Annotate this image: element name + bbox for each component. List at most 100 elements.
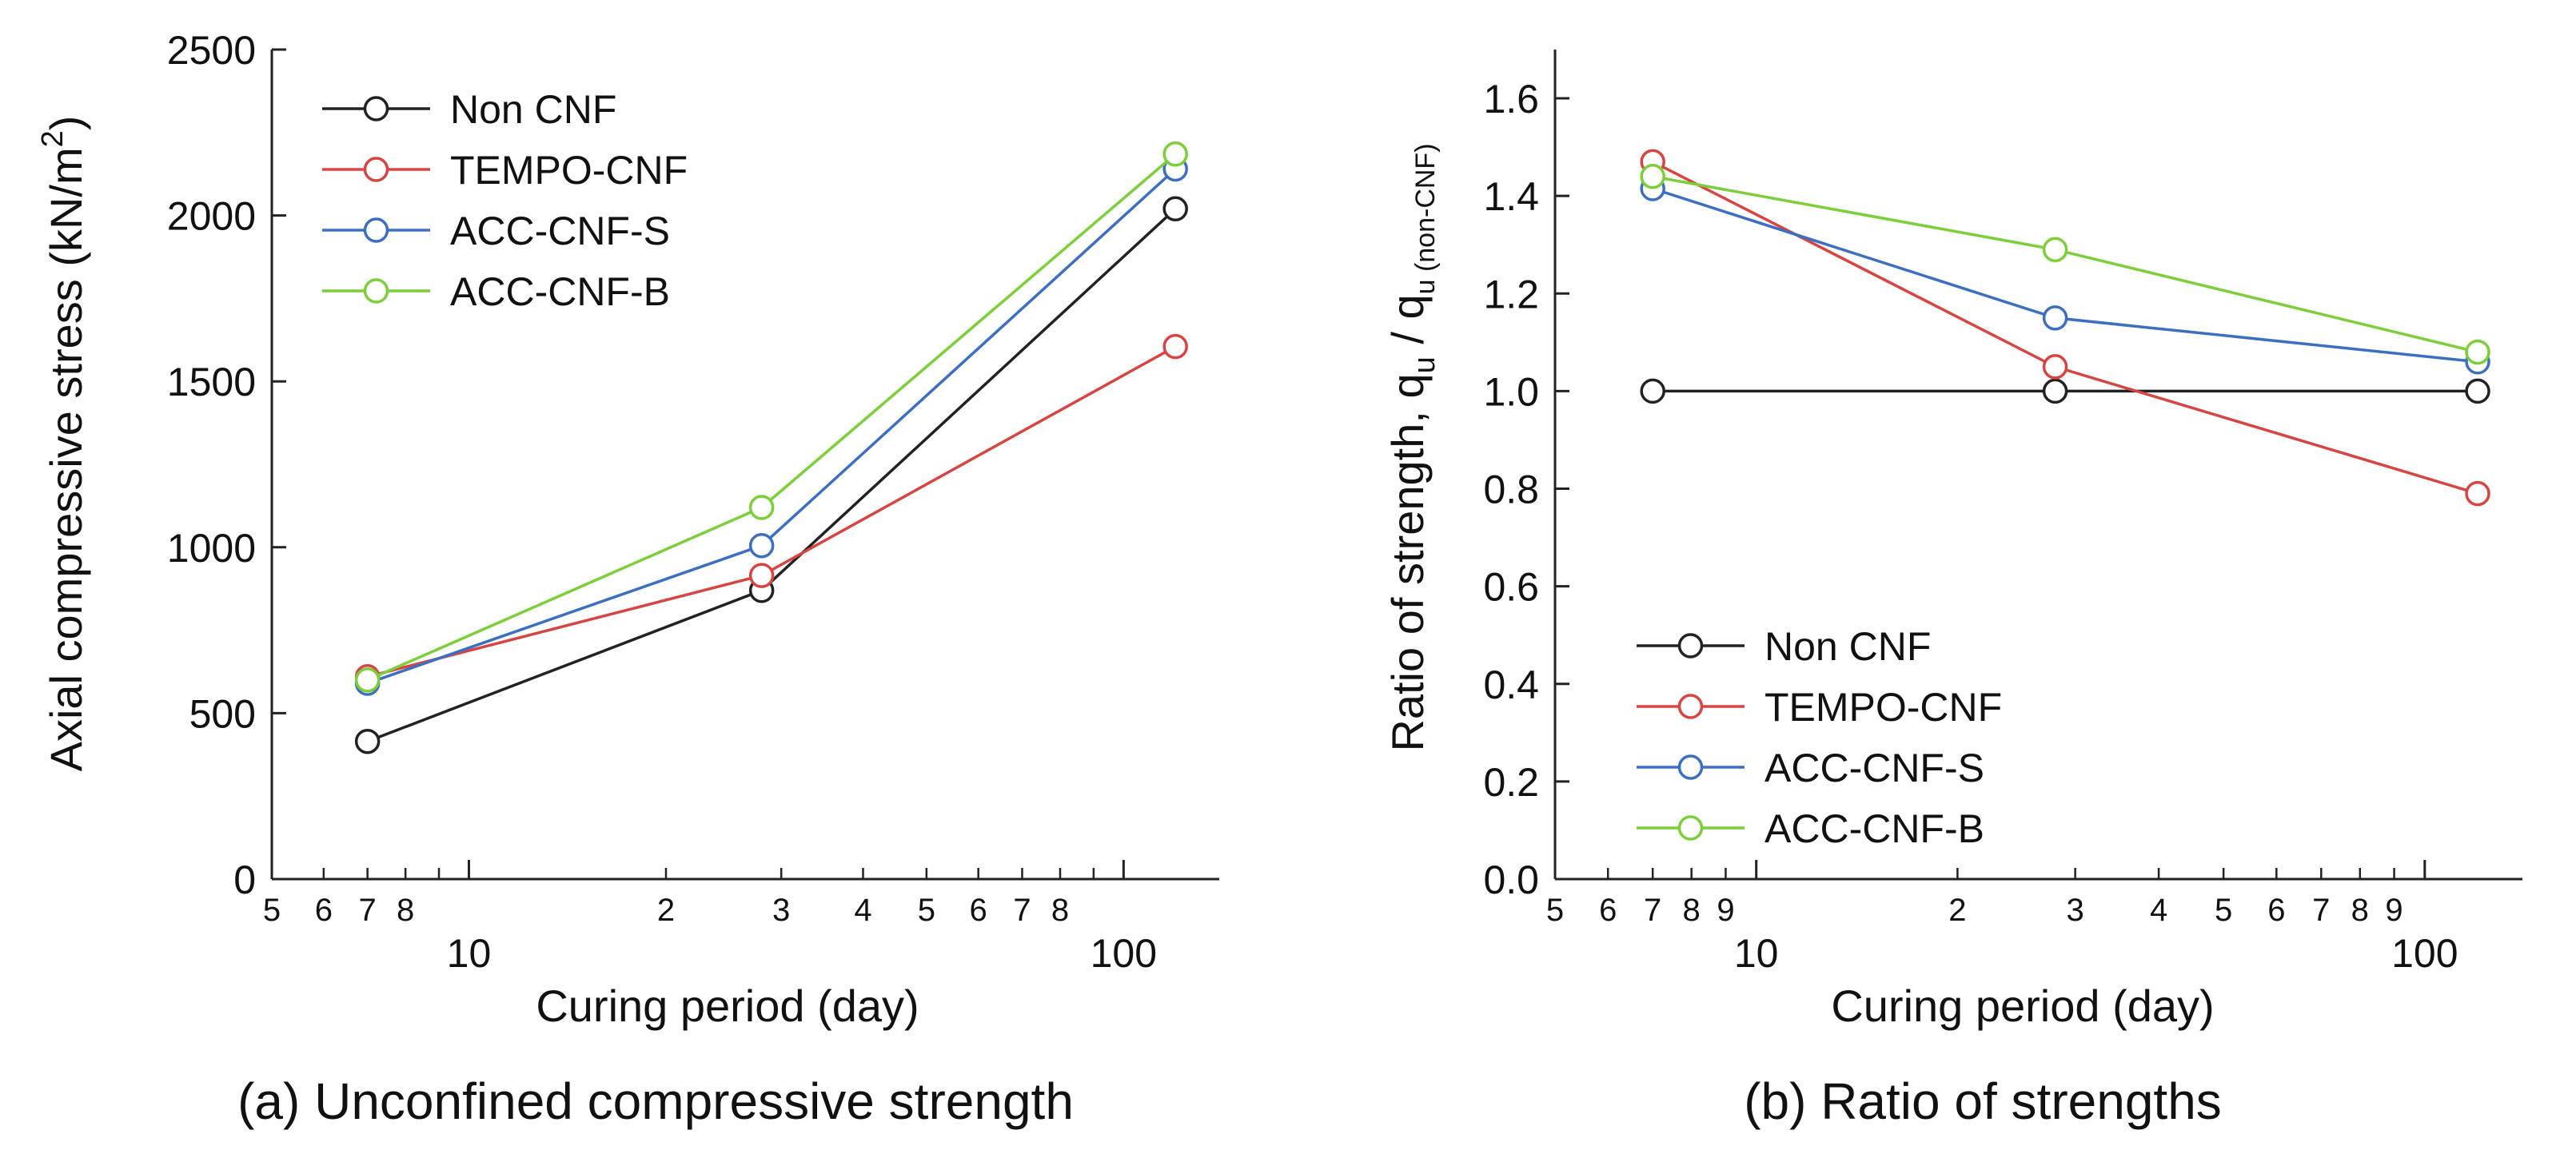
panel-b-series [1640,149,2490,507]
data-point-acc-cnf-s [2042,305,2068,331]
x-minor-tick-label: 6 [970,893,987,928]
x-minor-tick-label: 5 [918,893,935,928]
x-minor-tick-label: 6 [315,893,333,928]
legend-swatch-marker [363,278,389,304]
data-point-non-cnf [2465,378,2490,404]
y-tick-label: 1.0 [1483,369,1539,414]
legend-item-non-cnf: Non CNF [322,87,616,132]
data-point-acc-cnf-b [354,667,381,693]
series-non-cnf [1640,378,2490,404]
data-point-non-cnf [354,728,381,754]
panel-b-x-axis-title: Curing period (day) [1831,981,2214,1031]
x-minor-tick-label: 6 [1599,893,1617,928]
legend-item-acc-cnf-s: ACC-CNF-S [1637,746,1984,790]
legend-item-non-cnf: Non CNF [1637,624,1931,669]
x-major-tick-label: 10 [1734,931,1779,976]
data-point-tempo-cnf [1162,333,1188,360]
legend-label: TEMPO-CNF [1765,685,2002,730]
y-tick-label: 0.6 [1483,565,1539,610]
y-tick-label: 2500 [167,28,256,73]
series-acc-cnf-b [354,141,1188,693]
data-point-acc-cnf-b [748,495,775,520]
y-tick-label: 0.2 [1483,760,1539,805]
legend-label: ACC-CNF-S [1765,746,1984,790]
series-non-cnf [354,196,1188,754]
data-point-acc-cnf-b [2042,237,2068,263]
x-major-tick-label: 10 [447,931,492,976]
data-point-tempo-cnf [2465,480,2490,507]
y-tick-label: 1.4 [1483,174,1539,219]
x-minor-tick-label: 7 [1013,893,1031,928]
legend-label: ACC-CNF-B [1765,806,1984,851]
x-minor-tick-label: 5 [2215,893,2232,928]
data-point-acc-cnf-b [1162,141,1188,167]
x-minor-tick-label: 5 [1546,893,1564,928]
x-minor-tick-label: 2 [657,893,675,928]
y-tick-label: 1.6 [1483,77,1539,121]
y-tick-label: 0.4 [1483,663,1539,707]
legend-item-acc-cnf-b: ACC-CNF-B [322,269,670,314]
series-tempo-cnf [1640,149,2490,507]
data-point-tempo-cnf [748,563,775,588]
legend-label: ACC-CNF-S [450,209,670,253]
panel-b-y-axis-title: Ratio of strength, qu / qu (non-CNF) [1382,143,1442,751]
x-minor-tick-label: 9 [2385,893,2403,928]
legend-label: Non CNF [1765,624,1931,669]
panel-b-axes-frame [1553,50,2522,881]
data-point-tempo-cnf [2042,354,2068,380]
legend-swatch-marker [1677,754,1704,780]
x-minor-tick-label: 8 [397,893,414,928]
legend-swatch-marker [1677,633,1704,659]
y-tick-label: 2000 [167,194,256,239]
x-minor-tick-label: 4 [854,893,871,928]
legend-item-acc-cnf-s: ACC-CNF-S [322,209,670,253]
panel-a-series [354,141,1188,754]
legend-swatch-marker [1677,815,1704,841]
legend-swatch-marker [363,217,389,243]
x-minor-tick-label: 8 [1051,893,1069,928]
y-tick-label: 1.2 [1483,272,1539,316]
legend-swatch-marker [1677,694,1704,719]
legend-label: TEMPO-CNF [450,148,688,193]
panel-a-y-axis: 0 500 1000 1500 2000 2500 [167,28,286,902]
data-point-acc-cnf-s [748,532,775,559]
legend-swatch-marker [363,157,389,182]
panel-a-legend: Non CNF TEMPO-CNF ACC-CNF-S ACC-CNF-B [322,87,688,314]
x-minor-tick-label: 7 [359,893,377,928]
x-minor-tick-label: 5 [263,893,281,928]
panel-a-y-axis-title: Axial compressive stress (kN/m2) [36,116,91,772]
legend-item-tempo-cnf: TEMPO-CNF [1637,685,2002,730]
x-minor-tick-label: 7 [1644,893,1661,928]
series-acc-cnf-s [1640,176,2490,375]
panel-b-y-axis: 0.0 0.2 0.4 0.6 0.8 1.0 1.2 1.4 1.6 [1483,77,1569,902]
x-minor-tick-label: 2 [1948,893,1966,928]
panel-a-x-axis-title: Curing period (day) [536,981,919,1031]
x-minor-tick-label: 4 [2150,893,2167,928]
panel-a-axes-frame [270,50,1219,881]
legend-swatch-marker [363,96,389,121]
x-major-tick-label: 100 [2391,931,2458,976]
legend-item-acc-cnf-b: ACC-CNF-B [1637,806,1984,851]
legend-label: Non CNF [450,87,616,132]
series-line-tempo-cnf [1652,160,2478,495]
x-major-tick-label: 100 [1091,931,1157,976]
data-point-acc-cnf-b [2465,339,2490,365]
data-point-non-cnf [1162,196,1188,222]
panel-b-legend: Non CNF TEMPO-CNF ACC-CNF-S ACC-CNF-B [1637,624,2002,851]
x-minor-tick-label: 3 [772,893,790,928]
x-minor-tick-label: 8 [1683,893,1701,928]
data-point-acc-cnf-b [1640,164,1665,189]
data-point-non-cnf [1640,378,1665,404]
x-minor-tick-label: 6 [2267,893,2285,928]
x-minor-tick-label: 8 [2351,893,2369,928]
series-line-acc-cnf-b [1652,175,2478,354]
series-line-acc-cnf-s [1652,187,2478,364]
panel-b-caption: (b) Ratio of strengths [1744,1072,2222,1130]
y-tick-label: 0.0 [1483,858,1539,902]
x-minor-tick-label: 3 [2067,893,2084,928]
